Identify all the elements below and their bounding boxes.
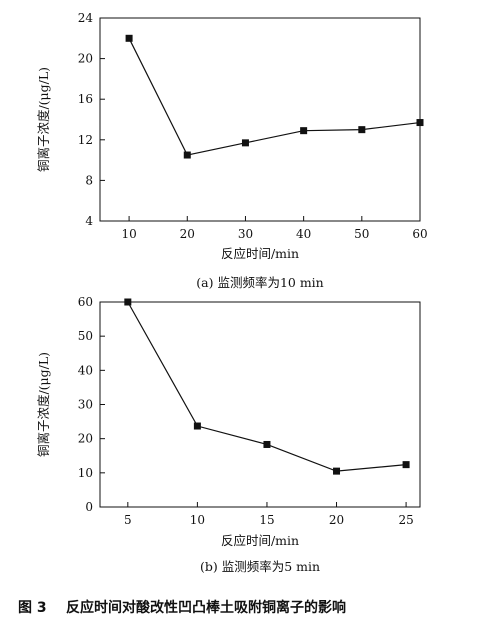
chart-b: 5 10 15 20 25 0 10 20 30 40 50 60 反应时间/min 铜离子浓度/(μg/… (36, 295, 421, 574)
x-tick-label: 60 (412, 227, 427, 241)
figure-caption-number: 图 3 (18, 600, 47, 616)
y-tick-label: 4 (85, 214, 93, 228)
y-tick-label: 20 (78, 52, 93, 66)
data-point (124, 298, 132, 306)
y-tick-label: 8 (85, 173, 93, 187)
x-tick-label: 30 (238, 227, 253, 241)
data-point (125, 34, 133, 42)
figure-caption-text: 反应时间对酸改性凹凸棒土吸附铜离子的影响 (66, 599, 346, 616)
y-tick-label: 30 (78, 398, 93, 412)
y-tick-label: 16 (78, 92, 93, 106)
y-tick-label: 10 (78, 466, 93, 480)
plot-frame (99, 17, 421, 222)
data-point (300, 127, 308, 135)
y-tick-label: 60 (78, 295, 93, 309)
data-point (241, 139, 249, 147)
x-tick-label: 20 (180, 227, 195, 241)
subplot-caption: (b) 监测频率为5 min (200, 559, 320, 574)
y-tick-label: 40 (78, 363, 93, 377)
plot-frame (99, 301, 421, 508)
x-axis-label: 反应时间/min (221, 246, 299, 261)
series-line (128, 38, 421, 156)
x-tick-label: 10 (190, 513, 205, 527)
y-tick-label: 20 (78, 432, 93, 446)
data-point (263, 440, 271, 448)
chart-a: 10 20 30 40 50 60 4 8 12 16 20 24 反应时间/min 铜离子浓度/(μg/… (36, 11, 428, 290)
x-tick-label: 40 (296, 227, 311, 241)
data-point (193, 422, 201, 430)
x-tick-label: 15 (259, 513, 274, 527)
x-axis-label: 反应时间/min (221, 533, 299, 548)
data-point (416, 119, 424, 127)
y-tick-label: 24 (78, 11, 94, 25)
x-tick-label: 20 (329, 513, 344, 527)
x-tick-label: 10 (121, 227, 136, 241)
y-tick-label: 0 (85, 500, 93, 514)
data-point (358, 126, 366, 134)
subplot-caption: (a) 监测频率为10 min (196, 275, 323, 290)
y-axis-label: 铜离子浓度/(μg/L) (36, 352, 51, 457)
x-tick-label: 50 (354, 227, 369, 241)
data-point (333, 467, 341, 475)
data-point (183, 151, 191, 159)
y-tick-label: 50 (78, 329, 93, 343)
y-tick-label: 12 (78, 133, 93, 147)
x-tick-label: 25 (398, 513, 413, 527)
y-axis-label: 铜离子浓度/(μg/L) (36, 67, 51, 172)
x-tick-label: 5 (124, 513, 132, 527)
data-point (402, 461, 410, 469)
